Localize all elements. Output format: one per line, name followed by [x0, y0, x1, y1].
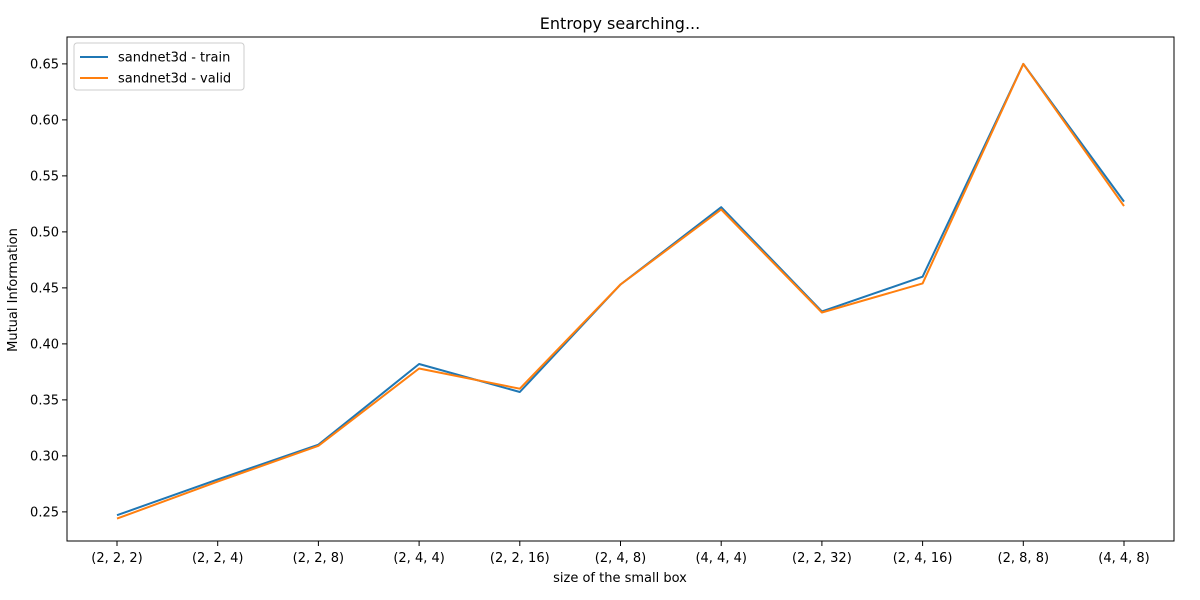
y-tick-label: 0.35	[30, 393, 59, 408]
series-line-1	[116, 62, 1125, 520]
chart-title: Entropy searching...	[540, 14, 700, 33]
x-tick-label: (2, 4, 8)	[595, 551, 647, 566]
x-tick-label: (2, 4, 16)	[893, 551, 953, 566]
y-tick-label: 0.65	[30, 57, 59, 72]
x-tick-label: (2, 4, 4)	[393, 551, 445, 566]
y-tick-label: 0.30	[30, 449, 59, 464]
x-axis-label: size of the small box	[553, 571, 687, 586]
x-tick-label: (2, 2, 2)	[91, 551, 143, 566]
plot-area	[66, 36, 1175, 542]
y-axis-label: Mutual Information	[6, 228, 21, 352]
legend-box	[73, 42, 245, 91]
y-axis: 0.25 0.30 0.35 0.40 0.45 0.50 0.55 0.60 0.65	[30, 57, 67, 520]
x-tick-label: (2, 2, 16)	[490, 551, 550, 566]
x-tick-label: (4, 4, 8)	[1098, 551, 1150, 566]
y-tick-label: 0.45	[30, 281, 59, 296]
x-tick-label: (4, 4, 4)	[695, 551, 747, 566]
y-tick-label: 0.60	[30, 113, 59, 128]
series-group	[116, 62, 1125, 520]
y-tick-label: 0.50	[30, 225, 59, 240]
y-tick-label: 0.55	[30, 169, 59, 184]
x-tick-label: (2, 2, 32)	[792, 551, 852, 566]
legend-label: sandnet3d - train	[118, 51, 230, 66]
x-axis: (2, 2, 2) (2, 2, 4) (2, 2, 8) (2, 4, 4) (2, …	[91, 541, 1150, 566]
legend-label: sandnet3d - valid	[118, 72, 231, 87]
x-tick-label: (2, 8, 8)	[998, 551, 1050, 566]
legend: sandnet3d - train sandnet3d - valid	[73, 42, 245, 91]
y-tick-label: 0.25	[30, 505, 59, 520]
y-tick-label: 0.40	[30, 337, 59, 352]
x-tick-label: (2, 2, 4)	[192, 551, 244, 566]
x-tick-label: (2, 2, 8)	[293, 551, 345, 566]
